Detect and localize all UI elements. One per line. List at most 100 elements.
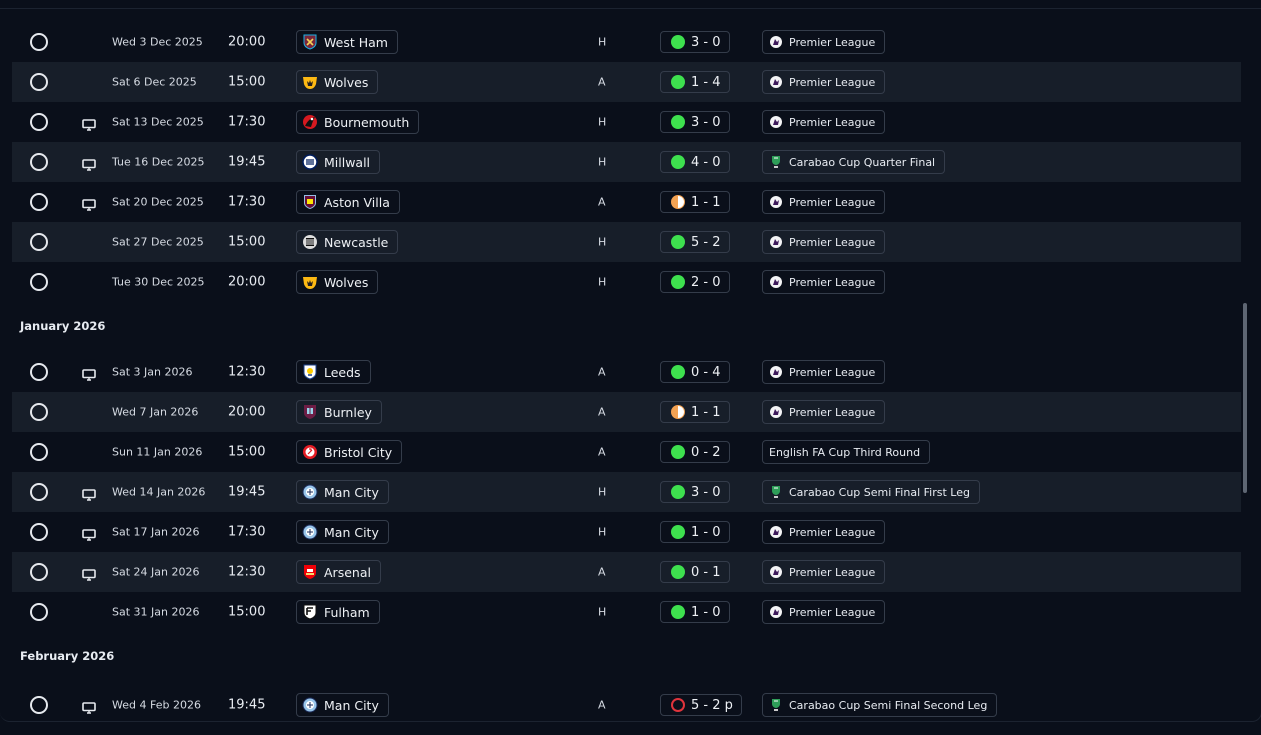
fixture-row[interactable]: Sat 31 Jan 2026 15:00 Fulham H 1 - 0 Premier … xyxy=(12,592,1241,632)
fixture-row[interactable]: Sat 20 Dec 2025 17:30 Aston Villa A 1 - 1 Pre… xyxy=(12,182,1241,222)
select-circle-icon[interactable] xyxy=(30,403,48,421)
select-circle-icon[interactable] xyxy=(30,153,48,171)
competition-button[interactable]: Premier League xyxy=(762,270,886,294)
result-win-icon xyxy=(671,525,685,539)
opponent-name: Millwall xyxy=(324,154,371,170)
select-circle-icon[interactable] xyxy=(30,523,48,541)
competition-name: Carabao Cup Quarter Final xyxy=(789,155,936,169)
result-button[interactable]: 1 - 1 xyxy=(660,401,730,423)
opponent-button[interactable]: Fulham xyxy=(296,600,380,624)
leeds-crest-icon xyxy=(302,364,318,380)
opponent-button[interactable]: Man City xyxy=(296,693,389,717)
fixture-row[interactable]: Tue 16 Dec 2025 19:45 Millwall H 4 - 0 Caraba… xyxy=(12,142,1241,182)
opponent-button[interactable]: Arsenal xyxy=(296,560,381,584)
result-button[interactable]: 1 - 0 xyxy=(660,521,730,543)
competition-button[interactable]: Carabao Cup Semi Final Second Leg xyxy=(762,693,998,717)
fixture-row[interactable]: Wed 7 Jan 2026 20:00 Burnley A 1 - 1 Premier … xyxy=(12,392,1241,432)
premier-league-icon xyxy=(769,405,783,419)
venue-indicator: A xyxy=(598,405,606,419)
competition-button[interactable]: Premier League xyxy=(762,560,886,584)
fixture-row[interactable]: Wed 4 Feb 2026 19:45 Man City A 5 - 2 p Carab… xyxy=(12,685,1241,725)
result-draw-icon xyxy=(671,195,685,209)
opponent-button[interactable]: Aston Villa xyxy=(296,190,400,214)
vertical-scrollbar[interactable] xyxy=(1243,303,1247,493)
competition-button[interactable]: Premier League xyxy=(762,400,886,424)
result-button[interactable]: 1 - 4 xyxy=(660,71,730,93)
select-circle-icon[interactable] xyxy=(30,73,48,91)
result-button[interactable]: 5 - 2 xyxy=(660,231,730,253)
competition-button[interactable]: Carabao Cup Semi Final First Leg xyxy=(762,480,980,504)
competition-button[interactable]: Premier League xyxy=(762,230,886,254)
result-button[interactable]: 4 - 0 xyxy=(660,151,730,173)
select-circle-icon[interactable] xyxy=(30,603,48,621)
fixture-row[interactable]: Wed 3 Dec 2025 20:00 West Ham H 3 - 0 Premier… xyxy=(12,22,1241,62)
opponent-button[interactable]: Wolves xyxy=(296,270,379,294)
result-button[interactable]: 0 - 1 xyxy=(660,561,730,583)
opponent-button[interactable]: Bristol City xyxy=(296,440,403,464)
select-circle-icon[interactable] xyxy=(30,193,48,211)
fixture-row[interactable]: Sat 27 Dec 2025 15:00 Newcastle H 5 - 2 Premi… xyxy=(12,222,1241,262)
opponent-button[interactable]: Man City xyxy=(296,520,389,544)
select-circle-icon[interactable] xyxy=(30,113,48,131)
opponent-name: Aston Villa xyxy=(324,194,390,210)
month-group-december: Wed 3 Dec 2025 20:00 West Ham H 3 - 0 Premier… xyxy=(12,22,1241,302)
fulham-crest-icon xyxy=(302,604,318,620)
result-button[interactable]: 1 - 0 xyxy=(660,601,730,623)
opponent-name: Man City xyxy=(324,484,379,500)
select-circle-icon[interactable] xyxy=(30,443,48,461)
competition-button[interactable]: Premier League xyxy=(762,360,886,384)
score-text: 3 - 0 xyxy=(691,484,721,500)
month-header: January 2026 xyxy=(12,302,1241,352)
competition-button[interactable]: Premier League xyxy=(762,30,886,54)
result-loss-icon xyxy=(671,698,685,712)
fixture-row[interactable]: Wed 14 Jan 2026 19:45 Man City H 3 - 0 Caraba… xyxy=(12,472,1241,512)
result-button[interactable]: 0 - 4 xyxy=(660,361,730,383)
opponent-button[interactable]: Man City xyxy=(296,480,389,504)
fixture-row[interactable]: Tue 30 Dec 2025 20:00 Wolves H 2 - 0 Premier … xyxy=(12,262,1241,302)
result-button[interactable]: 2 - 0 xyxy=(660,271,730,293)
select-circle-icon[interactable] xyxy=(30,483,48,501)
result-button[interactable]: 3 - 0 xyxy=(660,31,730,53)
fixture-row[interactable]: Sat 24 Jan 2026 12:30 Arsenal A 0 - 1 Premier… xyxy=(12,552,1241,592)
competition-button[interactable]: Premier League xyxy=(762,520,886,544)
competition-button[interactable]: Carabao Cup Quarter Final xyxy=(762,150,946,174)
opponent-button[interactable]: Burnley xyxy=(296,400,382,424)
fixture-row[interactable]: Sun 11 Jan 2026 15:00 Bristol City A 0 - 2 En… xyxy=(12,432,1241,472)
competition-button[interactable]: Premier League xyxy=(762,70,886,94)
opponent-button[interactable]: Bournemouth xyxy=(296,110,420,134)
select-circle-icon[interactable] xyxy=(30,273,48,291)
opponent-button[interactable]: West Ham xyxy=(296,30,398,54)
opponent-button[interactable]: Newcastle xyxy=(296,230,399,254)
premier-league-icon xyxy=(769,365,783,379)
fixture-row[interactable]: Sat 6 Dec 2025 15:00 Wolves A 1 - 4 Premier L… xyxy=(12,62,1241,102)
fixture-time: 12:30 xyxy=(228,564,266,580)
competition-button[interactable]: Premier League xyxy=(762,600,886,624)
result-button[interactable]: 3 - 0 xyxy=(660,111,730,133)
opponent-button[interactable]: Millwall xyxy=(296,150,381,174)
select-circle-icon[interactable] xyxy=(30,233,48,251)
cup-trophy-icon xyxy=(769,698,783,712)
fixture-row[interactable]: Sat 13 Dec 2025 17:30 Bournemouth H 3 - 0 Pre… xyxy=(12,102,1241,142)
result-button[interactable]: 1 - 1 xyxy=(660,191,730,213)
fixture-row[interactable]: Sat 17 Jan 2026 17:30 Man City H 1 - 0 Premie… xyxy=(12,512,1241,552)
result-button[interactable]: 3 - 0 xyxy=(660,481,730,503)
opponent-button[interactable]: Wolves xyxy=(296,70,379,94)
select-circle-icon[interactable] xyxy=(30,363,48,381)
competition-name: Premier League xyxy=(789,35,876,49)
opponent-button[interactable]: Leeds xyxy=(296,360,371,384)
competition-button[interactable]: Premier League xyxy=(762,190,886,214)
newcastle-crest-icon xyxy=(302,234,318,250)
select-circle-icon[interactable] xyxy=(30,563,48,581)
select-circle-icon[interactable] xyxy=(30,696,48,714)
competition-button[interactable]: Premier League xyxy=(762,110,886,134)
venue-indicator: H xyxy=(598,485,607,499)
fixture-row[interactable]: Sat 3 Jan 2026 12:30 Leeds A 0 - 4 Premier Le… xyxy=(12,352,1241,392)
competition-button[interactable]: English FA Cup Third Round xyxy=(762,440,931,464)
result-win-icon xyxy=(671,75,685,89)
score-text: 1 - 0 xyxy=(691,524,721,540)
result-button[interactable]: 0 - 2 xyxy=(660,441,730,463)
select-circle-icon[interactable] xyxy=(30,33,48,51)
score-text: 2 - 0 xyxy=(691,274,721,290)
result-button[interactable]: 5 - 2 p xyxy=(660,694,742,716)
millwall-crest-icon xyxy=(302,154,318,170)
